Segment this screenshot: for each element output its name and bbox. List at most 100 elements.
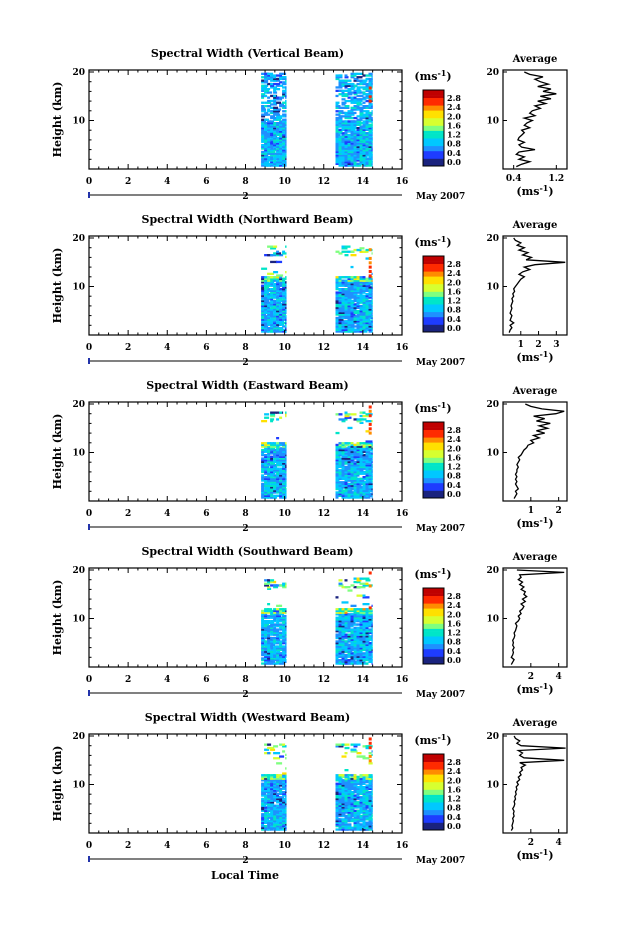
colorbar-swatch: [423, 271, 444, 275]
heatmap-cell: [335, 147, 340, 150]
heatmap-cell: [276, 150, 282, 154]
heatmap-cell: [338, 655, 342, 658]
heatmap-cell: [264, 828, 270, 831]
x-tick-label: 2: [125, 841, 131, 851]
heatmap-cell: [276, 640, 281, 643]
heatmap-cell: [285, 105, 287, 108]
heatmap-cell: [276, 252, 282, 255]
heatmap-cell: [359, 320, 364, 323]
heatmap-cell: [362, 323, 367, 326]
heatmap-cell: [261, 804, 267, 807]
heatmap-cell: [285, 643, 287, 646]
heatmap-cell: [273, 631, 278, 635]
heatmap-cell: [371, 99, 373, 103]
heatmap-cell: [350, 792, 355, 795]
heatmap-cell: [344, 802, 351, 806]
heatmap-cell: [264, 416, 270, 419]
colorbar-swatch: [423, 447, 444, 451]
panel-title: Spectral Width (Northward Beam): [142, 213, 354, 226]
heatmap-cell: [368, 443, 373, 447]
x-tick-label: 2: [125, 675, 131, 685]
heatmap-cell: [362, 813, 366, 816]
heatmap-cell: [353, 418, 358, 421]
heatmap-cell: [270, 443, 275, 447]
x-tick-label: 6: [203, 509, 209, 519]
heatmap-cell: [285, 284, 287, 287]
heatmap-cell: [350, 299, 356, 303]
heatmap-cell: [350, 108, 356, 111]
avg-x-tick-label: 2: [528, 672, 534, 682]
heatmap-cell: [350, 123, 356, 126]
heatmap-cell: [279, 103, 285, 106]
heatmap-cell: [270, 315, 276, 318]
heatmap-cell: [285, 145, 287, 148]
heatmap-cell: [371, 493, 373, 496]
heatmap-cell: [344, 642, 348, 645]
heatmap-cell: [362, 616, 368, 619]
heatmap-cell: [285, 609, 287, 613]
heatmap-cell: [350, 604, 357, 607]
heatmap-cell: [341, 486, 346, 489]
heatmap-cell: [353, 472, 360, 475]
colorbar-swatch: [423, 321, 444, 325]
heatmap-cell: [356, 479, 361, 482]
heatmap-cell: [368, 754, 372, 758]
heatmap-cell: [353, 743, 361, 746]
heatmap-cell: [368, 323, 373, 326]
heatmap-cell: [341, 91, 345, 94]
heatmap-cell: [365, 494, 371, 497]
heatmap-cell: [350, 642, 355, 645]
heatmap-cell: [261, 823, 265, 826]
heatmap-cell: [338, 804, 343, 807]
panel-title: Spectral Width (Vertical Beam): [151, 47, 344, 60]
heatmap-cell: [276, 804, 281, 807]
heatmap-cell: [276, 284, 282, 287]
colorbar-tick-label: 2.8: [447, 591, 461, 601]
heatmap-cell: [335, 596, 339, 599]
heatmap-cell: [359, 487, 363, 491]
heatmap-cell: [270, 630, 276, 633]
colorbar-swatch: [423, 812, 444, 816]
heatmap-cell: [362, 482, 368, 486]
heatmap-cell: [276, 659, 281, 662]
heatmap-cell: [264, 647, 269, 650]
heatmap-cell: [276, 787, 282, 790]
heatmap-cell: [356, 448, 360, 452]
heatmap-cell: [279, 135, 283, 138]
colorbar-swatch: [423, 824, 444, 828]
heatmap-cell: [273, 474, 278, 477]
heatmap-cell: [264, 806, 269, 809]
colorbar-swatch: [423, 771, 444, 775]
heatmap-cell: [362, 631, 368, 635]
heatmap-cell: [338, 806, 343, 809]
heatmap-cell: [264, 808, 270, 811]
heatmap-cell: [344, 655, 348, 658]
heatmap-cell: [371, 82, 373, 86]
heatmap-cell: [285, 327, 287, 330]
heatmap-cell: [264, 142, 269, 145]
heatmap-cell: [368, 606, 372, 610]
heatmap-cell: [261, 127, 265, 130]
heatmap-cell: [282, 106, 287, 109]
colorbar-tick-label: 0.8: [447, 637, 461, 647]
heatmap-cell: [270, 330, 274, 333]
heatmap-cell: [362, 647, 368, 650]
heatmap-cell: [276, 277, 281, 281]
heatmap-cell: [285, 481, 287, 484]
heatmap-cell: [353, 774, 357, 777]
heatmap-cell: [344, 633, 348, 636]
heatmap-cell: [285, 414, 287, 418]
heatmap-cell: [261, 161, 267, 164]
heatmap-cell: [273, 580, 277, 584]
heatmap-cell: [350, 140, 356, 143]
heatmap-cell: [267, 752, 271, 755]
heatmap-cell: [282, 794, 287, 797]
heatmap-cell: [350, 289, 355, 292]
heatmap-cell: [347, 477, 352, 480]
heatmap-cell: [365, 142, 369, 145]
heatmap-cell: [279, 494, 284, 497]
colorbar-tick-label: 0.4: [447, 148, 461, 158]
heatmap-cell: [347, 626, 351, 629]
heatmap-cell: [356, 580, 361, 584]
heatmap-cell: [341, 301, 345, 304]
